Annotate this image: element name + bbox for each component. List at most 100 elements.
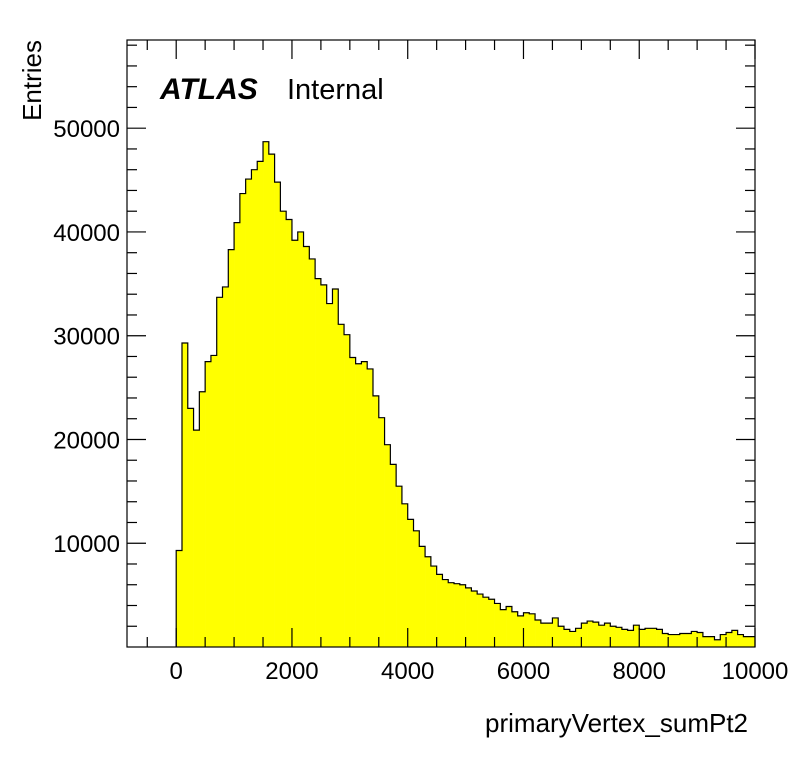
histogram-bin [679,633,686,647]
histogram-bin [691,631,698,647]
histogram-bin [714,639,721,647]
histogram-bin [280,211,287,647]
histogram-bin [465,587,472,647]
histogram-bin [673,634,681,647]
histogram-bin [181,342,189,647]
histogram-bin [430,566,437,647]
histogram-bin [540,623,547,647]
histogram-bin [367,368,374,647]
histogram-bin [436,574,443,647]
histogram-bin [662,633,669,647]
histogram-bin [222,286,229,647]
histogram-bin [251,169,258,647]
histogram-bin [656,629,663,647]
ticks-layer [127,40,756,647]
histogram-bin [627,630,634,647]
histogram-bin [419,546,426,647]
histogram-bin [303,246,310,648]
histogram-bin [726,632,733,647]
histogram-bin [344,334,351,647]
histogram-bin [731,630,738,647]
histogram-bin [239,193,246,647]
histogram-bin [494,603,501,647]
histogram-bin [338,324,345,647]
histogram-bin [257,161,264,647]
histogram-bin [592,622,600,647]
histogram-bin [216,297,223,647]
plot-frame [126,39,756,648]
histogram-bin [598,625,605,647]
y-tick-label: 20000 [53,427,120,454]
histogram-bin [425,556,432,647]
x-tick-label: 2000 [265,658,318,685]
histogram-bin [558,626,565,647]
histogram-bin [228,249,235,647]
histogram-bin [639,629,646,647]
histogram-bin [286,219,293,647]
histogram-bin [546,623,553,647]
x-tick-label: 4000 [381,658,434,685]
histogram-bin [459,584,466,647]
x-tick-label: 0 [170,658,183,685]
histogram-bin [529,613,536,647]
histogram-layer [175,141,756,648]
histogram-bin [482,597,490,647]
y-tick-label: 30000 [53,324,120,351]
internal-label: Internal [287,74,384,106]
histogram-bin [355,363,362,647]
histogram-bin [454,583,461,647]
histogram-bin [702,636,709,647]
histogram-bin [564,629,571,647]
histogram-bin [390,464,397,647]
y-tick-label: 40000 [53,220,120,247]
histogram-bin [604,623,611,647]
histogram-bin [326,303,333,647]
histogram-bin [448,582,455,647]
atlas-label: ATLAS [159,73,258,106]
histogram-bin [332,289,339,647]
histogram-bin [320,284,327,647]
y-tick-label: 50000 [53,116,120,143]
histogram-bin [187,408,194,647]
histogram-bin [517,615,524,647]
histogram-bin [413,530,420,647]
histogram-bin [372,395,380,647]
histogram-bin [743,636,750,647]
histogram-bin [488,599,495,647]
histogram-bin [349,357,356,647]
histogram-bin [535,620,542,647]
histogram-bin [378,417,385,647]
histogram-bin [610,626,617,647]
histogram-bin [407,519,414,647]
histogram-bin [361,361,368,647]
x-tick-label: 8000 [613,658,666,685]
y-tick-label: 10000 [53,531,120,558]
histogram-bin [234,222,241,647]
histogram-bin [396,486,403,647]
histogram-bin [685,633,692,647]
histogram-bin [720,634,727,647]
histogram-bin [384,444,391,647]
x-tick-label: 6000 [497,658,550,685]
histogram-bin [633,625,640,647]
histogram-bin [645,628,652,647]
histogram-bin [199,391,206,647]
histogram-outline [175,141,755,647]
y-axis-title: Entries [17,40,47,121]
histogram-bin [569,631,576,647]
histogram-bin [506,606,513,647]
histogram-bin [708,636,715,647]
histogram-bin [245,179,252,648]
histogram-bin [511,611,518,647]
histogram-bin [401,503,409,647]
histogram-bin [500,609,507,647]
histogram-bin [471,590,478,647]
histogram-bin [616,627,623,647]
histogram-bin [274,182,281,647]
histogram-bin [268,154,275,647]
histogram-bin [205,361,212,647]
histogram-bin [621,629,628,647]
histogram-bin [749,636,756,647]
histogram-bin [737,634,744,647]
